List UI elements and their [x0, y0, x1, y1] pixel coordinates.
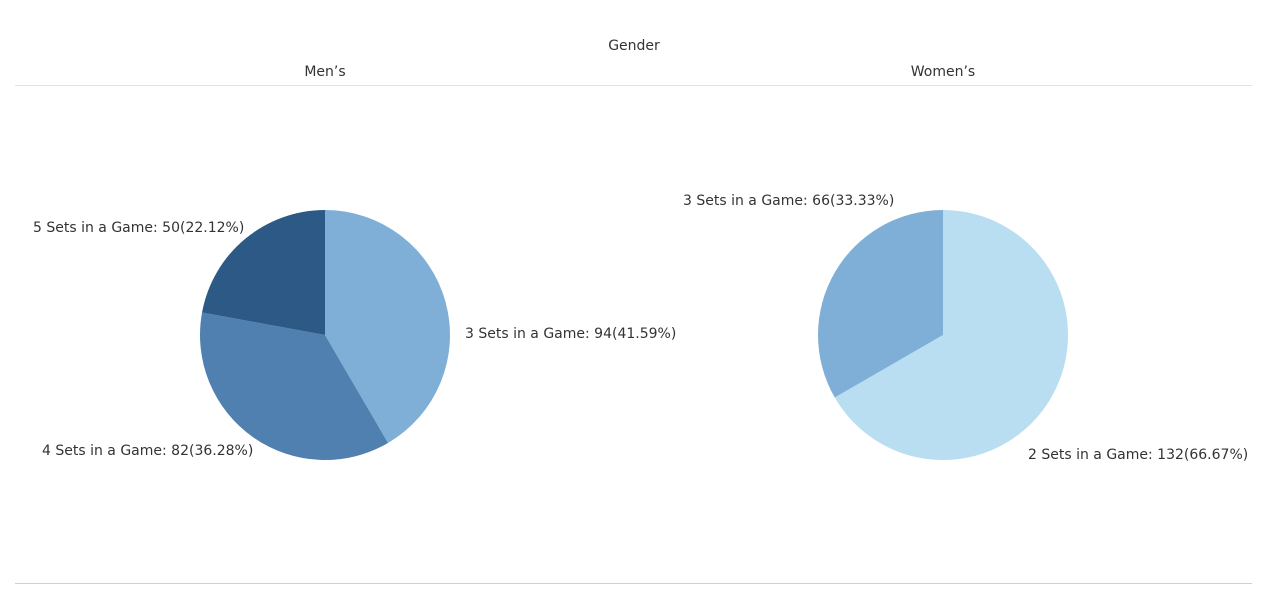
bottom-divider [15, 583, 1252, 584]
column-header-mens: Men’s [304, 64, 346, 80]
column-header-womens: Women’s [910, 64, 976, 80]
men-s-slice-4-sets-in-a-game[interactable] [200, 312, 388, 460]
men-s-label-3-sets-in-a-game: 3 Sets in a Game: 94(41.59%) [465, 326, 676, 342]
women-s-label-3-sets-in-a-game: 3 Sets in a Game: 66(33.33%) [683, 193, 894, 209]
men-s-slice-3-sets-in-a-game[interactable] [325, 210, 450, 443]
women-s-label-2-sets-in-a-game: 2 Sets in a Game: 132(66.67%) [1028, 447, 1248, 463]
women-s-slice-2-sets-in-a-game[interactable] [834, 210, 1069, 460]
men-s-label-5-sets-in-a-game: 5 Sets in a Game: 50(22.12%) [33, 220, 244, 236]
header-divider [15, 85, 1252, 86]
men-s-slice-5-sets-in-a-game[interactable] [202, 210, 325, 335]
women-s-slice-3-sets-in-a-game[interactable] [818, 210, 943, 398]
men-s-label-4-sets-in-a-game: 4 Sets in a Game: 82(36.28%) [42, 443, 253, 459]
header-title: Gender [608, 38, 660, 54]
